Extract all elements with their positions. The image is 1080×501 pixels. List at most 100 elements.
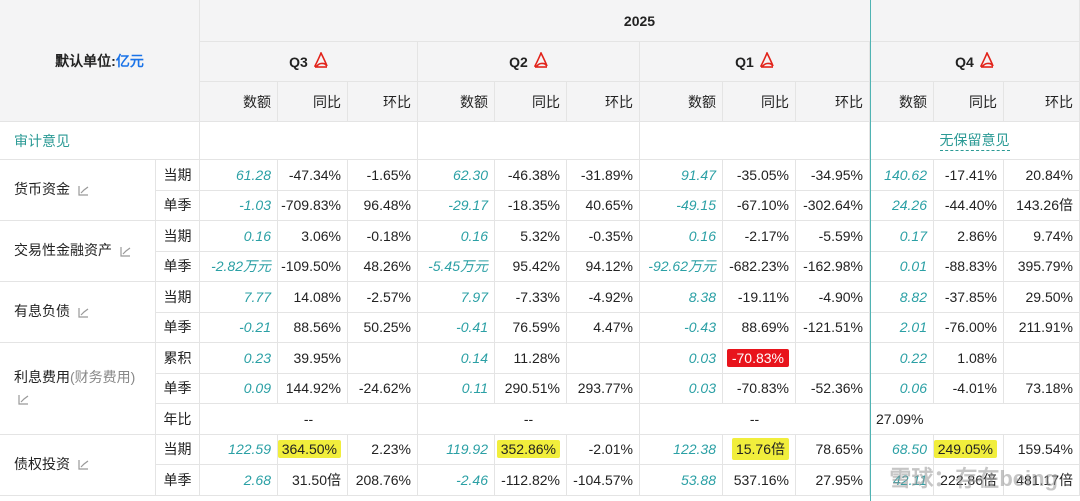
trading-period-amount[interactable]: 0.17 xyxy=(870,221,934,252)
debt-period-amount[interactable]: 7.77 xyxy=(200,282,278,313)
quarter-header-q4: Q4 xyxy=(870,42,1080,82)
interest-season-amount[interactable]: 0.06 xyxy=(870,373,934,404)
cash-period-amount[interactable]: 91.47 xyxy=(640,160,723,191)
interest-cum-amount[interactable]: 0.14 xyxy=(418,343,495,374)
audit-value-cell[interactable]: 无保留意见 xyxy=(870,122,1080,160)
trend-chart-icon[interactable] xyxy=(78,180,89,202)
pdf-icon[interactable] xyxy=(533,51,548,71)
pdf-icon[interactable] xyxy=(979,51,994,71)
trading-period-amount[interactable]: 0.16 xyxy=(640,221,723,252)
value: -0.43 xyxy=(684,319,716,336)
cash-period-amount[interactable]: 61.28 xyxy=(200,160,278,191)
trend-chart-icon[interactable] xyxy=(78,302,89,324)
row-type: 年比 xyxy=(163,410,192,427)
trading-period-qoq: -0.18% xyxy=(348,221,418,252)
quarter-label: Q3 xyxy=(289,53,308,70)
interest-cum-amount[interactable]: 0.22 xyxy=(870,343,934,374)
audit-opinion-link[interactable]: 无保留意见 xyxy=(939,130,1010,151)
value: -2.01% xyxy=(588,441,633,458)
row-label-wrap: 有息负债 xyxy=(14,300,89,323)
interest-ratio-cell: 27.09% xyxy=(870,404,1080,435)
debt-season-amount[interactable]: -0.41 xyxy=(418,312,495,343)
value: 50.25% xyxy=(363,319,411,336)
cash-season-amount[interactable]: -29.17 xyxy=(418,190,495,221)
value: -46.38% xyxy=(507,166,560,183)
value: 143.26倍 xyxy=(1016,197,1073,214)
bond-period-qoq: 78.65% xyxy=(796,434,870,465)
year-label: 2025 xyxy=(623,12,656,29)
unit-label-wrap: 默认单位:亿元 xyxy=(55,51,144,71)
debt-season-amount[interactable]: -0.43 xyxy=(640,312,723,343)
bond-period-amount[interactable]: 122.38 xyxy=(640,434,723,465)
cash-season-amount[interactable]: -1.03 xyxy=(200,190,278,221)
subheader-yoy: 同比 xyxy=(723,82,796,122)
bond-season-amount[interactable]: -2.46 xyxy=(418,465,495,496)
row-type-label: 单季 xyxy=(156,465,200,496)
trading-period-amount[interactable]: 0.16 xyxy=(200,221,278,252)
value: -682.23% xyxy=(729,258,789,275)
cash-period-amount[interactable]: 140.62 xyxy=(870,160,934,191)
trend-chart-icon[interactable] xyxy=(120,241,131,263)
trading-season-amount[interactable]: 0.01 xyxy=(870,251,934,282)
row-label-wrap: 利息费用(财务费用) xyxy=(14,366,135,411)
value: 0.03 xyxy=(688,349,716,366)
cash-period-yoy: -35.05% xyxy=(723,160,796,191)
trading-season-yoy: -682.23% xyxy=(723,251,796,282)
bond-season-amount[interactable]: 53.88 xyxy=(640,465,723,496)
subheader-amount: 数额 xyxy=(200,82,278,122)
debt-period-amount[interactable]: 8.38 xyxy=(640,282,723,313)
value: 27.95% xyxy=(815,471,863,488)
cash-season-amount[interactable]: -49.15 xyxy=(640,190,723,221)
value: -709.83% xyxy=(281,197,341,214)
interest-season-amount[interactable]: 0.03 xyxy=(640,373,723,404)
bond-season-amount[interactable]: 2.68 xyxy=(200,465,278,496)
value: -0.18% xyxy=(366,227,411,244)
interest-cum-yoy: 39.95% xyxy=(278,343,348,374)
debt-period-yoy: -7.33% xyxy=(495,282,567,313)
bond-season-amount[interactable]: 42.11 xyxy=(870,465,934,496)
value: -0.21 xyxy=(239,319,271,336)
value: 249.05% xyxy=(934,440,997,459)
subheader-amount: 数额 xyxy=(418,82,495,122)
trading-season-amount[interactable]: -92.62万元 xyxy=(640,251,723,282)
debt-season-amount[interactable]: 2.01 xyxy=(870,312,934,343)
interest-cum-amount[interactable]: 0.23 xyxy=(200,343,278,374)
row-type-label: 累积 xyxy=(156,343,200,374)
cash-season-qoq: 96.48% xyxy=(348,190,418,221)
interest-season-amount[interactable]: 0.09 xyxy=(200,373,278,404)
subheader-label: 同比 xyxy=(761,93,789,110)
value: 20.84% xyxy=(1025,166,1073,183)
bond-period-amount[interactable]: 119.92 xyxy=(418,434,495,465)
pdf-icon[interactable] xyxy=(313,51,328,71)
cash-period-amount[interactable]: 62.30 xyxy=(418,160,495,191)
value: 0.03 xyxy=(688,380,716,397)
value: -18.35% xyxy=(507,197,560,214)
debt-season-amount[interactable]: -0.21 xyxy=(200,312,278,343)
value: 0.23 xyxy=(243,349,271,366)
value: 0.09 xyxy=(243,380,271,397)
bond-period-amount[interactable]: 122.59 xyxy=(200,434,278,465)
trading-season-amount[interactable]: -5.45万元 xyxy=(418,251,495,282)
row-label-cash: 货币资金 xyxy=(0,160,156,221)
interest-season-amount[interactable]: 0.11 xyxy=(418,373,495,404)
cash-season-amount[interactable]: 24.26 xyxy=(870,190,934,221)
trend-chart-icon[interactable] xyxy=(18,389,29,411)
unit-value-link[interactable]: 亿元 xyxy=(115,52,144,69)
debt-period-amount[interactable]: 8.82 xyxy=(870,282,934,313)
trading-period-amount[interactable]: 0.16 xyxy=(418,221,495,252)
trading-season-amount[interactable]: -2.82万元 xyxy=(200,251,278,282)
value: 11.28% xyxy=(513,349,560,366)
row-type-label: 当期 xyxy=(156,221,200,252)
interest-cum-amount[interactable]: 0.03 xyxy=(640,343,723,374)
pdf-icon[interactable] xyxy=(759,51,774,71)
trend-chart-icon[interactable] xyxy=(78,454,89,476)
bond-period-amount[interactable]: 68.50 xyxy=(870,434,934,465)
row-type-label: 年比 xyxy=(156,404,200,435)
value: 7.77 xyxy=(243,288,271,305)
value: 122.59 xyxy=(228,441,271,458)
row-type-label: 单季 xyxy=(156,190,200,221)
cash-period-yoy: -17.41% xyxy=(934,160,1004,191)
subheader-yoy: 同比 xyxy=(278,82,348,122)
debt-period-amount[interactable]: 7.97 xyxy=(418,282,495,313)
unit-header: 默认单位:亿元 xyxy=(0,0,200,122)
